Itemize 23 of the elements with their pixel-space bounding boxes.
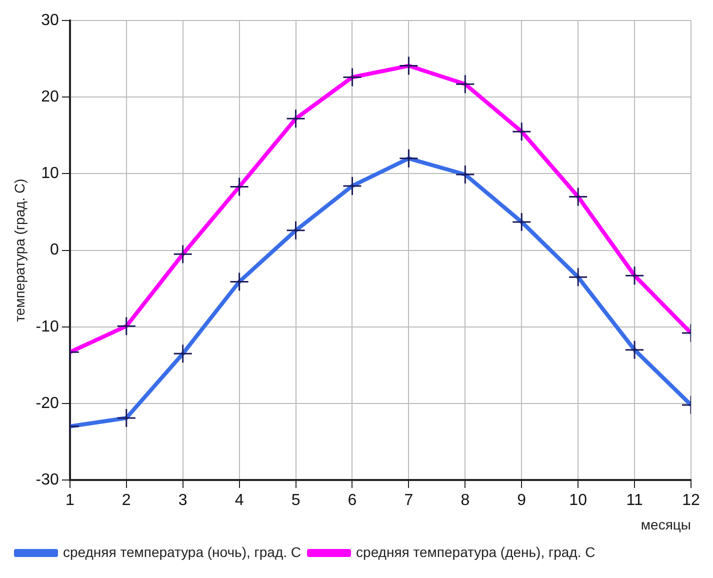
x-tick-label: 11	[626, 492, 643, 510]
y-tick-label: 10	[41, 165, 60, 182]
x-tick-label: 4	[234, 492, 244, 510]
y-tick-label: -20	[36, 394, 60, 412]
x-tick-label: 6	[348, 492, 357, 510]
legend-label: средняя температура (ночь), град. С	[63, 544, 302, 560]
x-tick-label: 8	[460, 492, 470, 510]
y-tick-label: 30	[41, 12, 60, 30]
y-axis-title: температура (град. С)	[11, 178, 28, 322]
x-axis-title: месяцы	[640, 516, 691, 532]
x-tick-label: 7	[404, 492, 414, 510]
x-tick-label: 3	[178, 492, 188, 510]
x-tick-label: 1	[65, 492, 74, 510]
x-tick-label: 10	[569, 492, 588, 510]
y-tick-label: -10	[36, 318, 60, 336]
y-tick-label: 20	[41, 88, 60, 106]
x-tick-label: 9	[517, 492, 526, 510]
y-tick-label: -30	[36, 471, 60, 488]
x-tick-label: 12	[682, 492, 700, 510]
x-tick-label: 2	[122, 492, 131, 510]
y-tick-label: 0	[50, 242, 60, 259]
x-tick-label: 5	[291, 492, 300, 510]
legend-label: средняя температура (день), град. С	[356, 544, 596, 560]
